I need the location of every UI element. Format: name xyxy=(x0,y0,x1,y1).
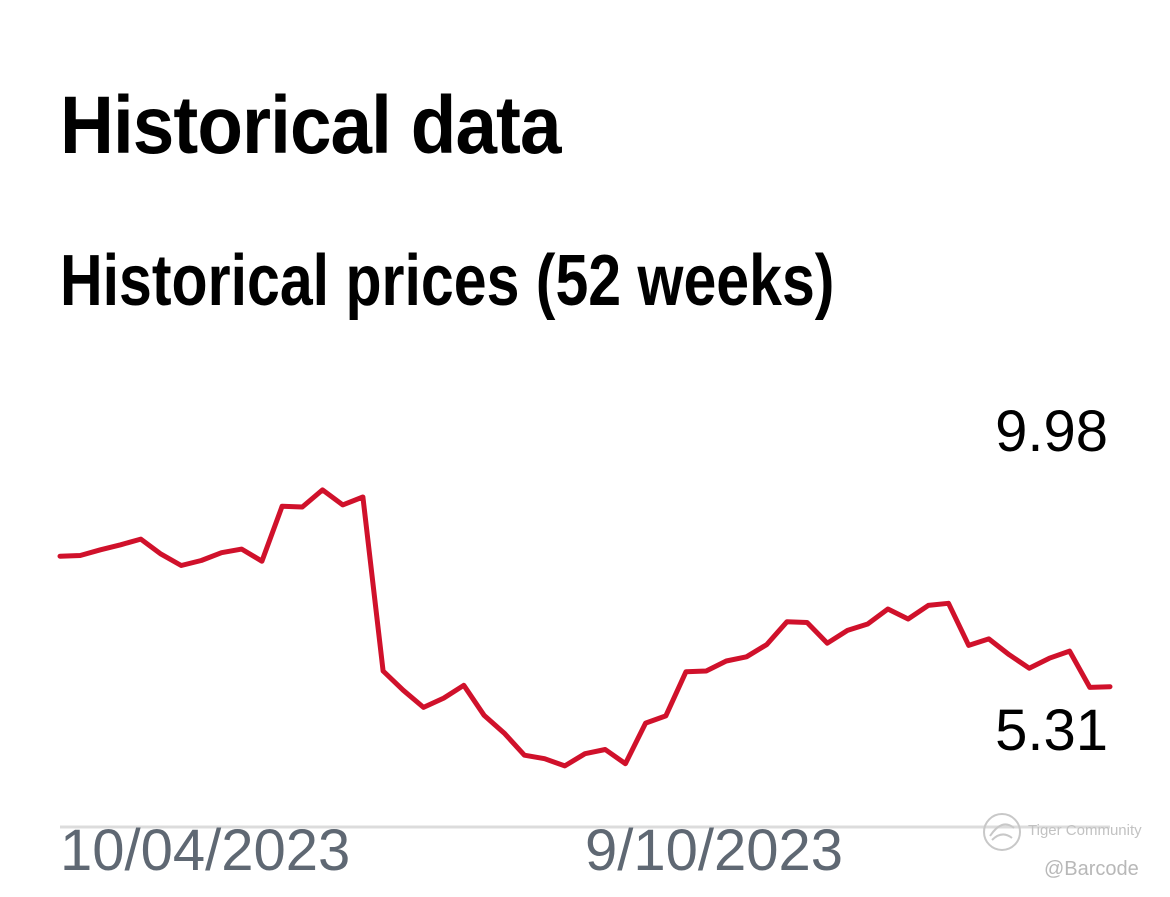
watermark-handle: @Barcode xyxy=(1044,858,1139,880)
x-tick-label-mid: 9/10/2023 xyxy=(585,818,843,883)
chart-subtitle: Historical prices (52 weeks) xyxy=(60,241,835,321)
high-value-label: 9.98 xyxy=(995,399,1108,464)
page-title: Historical data xyxy=(60,80,561,171)
series-line xyxy=(57,487,1113,769)
tiger-community-logo-icon xyxy=(983,813,1021,851)
watermark-brand: Tiger Community xyxy=(1028,822,1142,839)
low-value-label: 5.31 xyxy=(995,698,1108,763)
x-tick-label-start: 10/04/2023 xyxy=(60,818,350,883)
